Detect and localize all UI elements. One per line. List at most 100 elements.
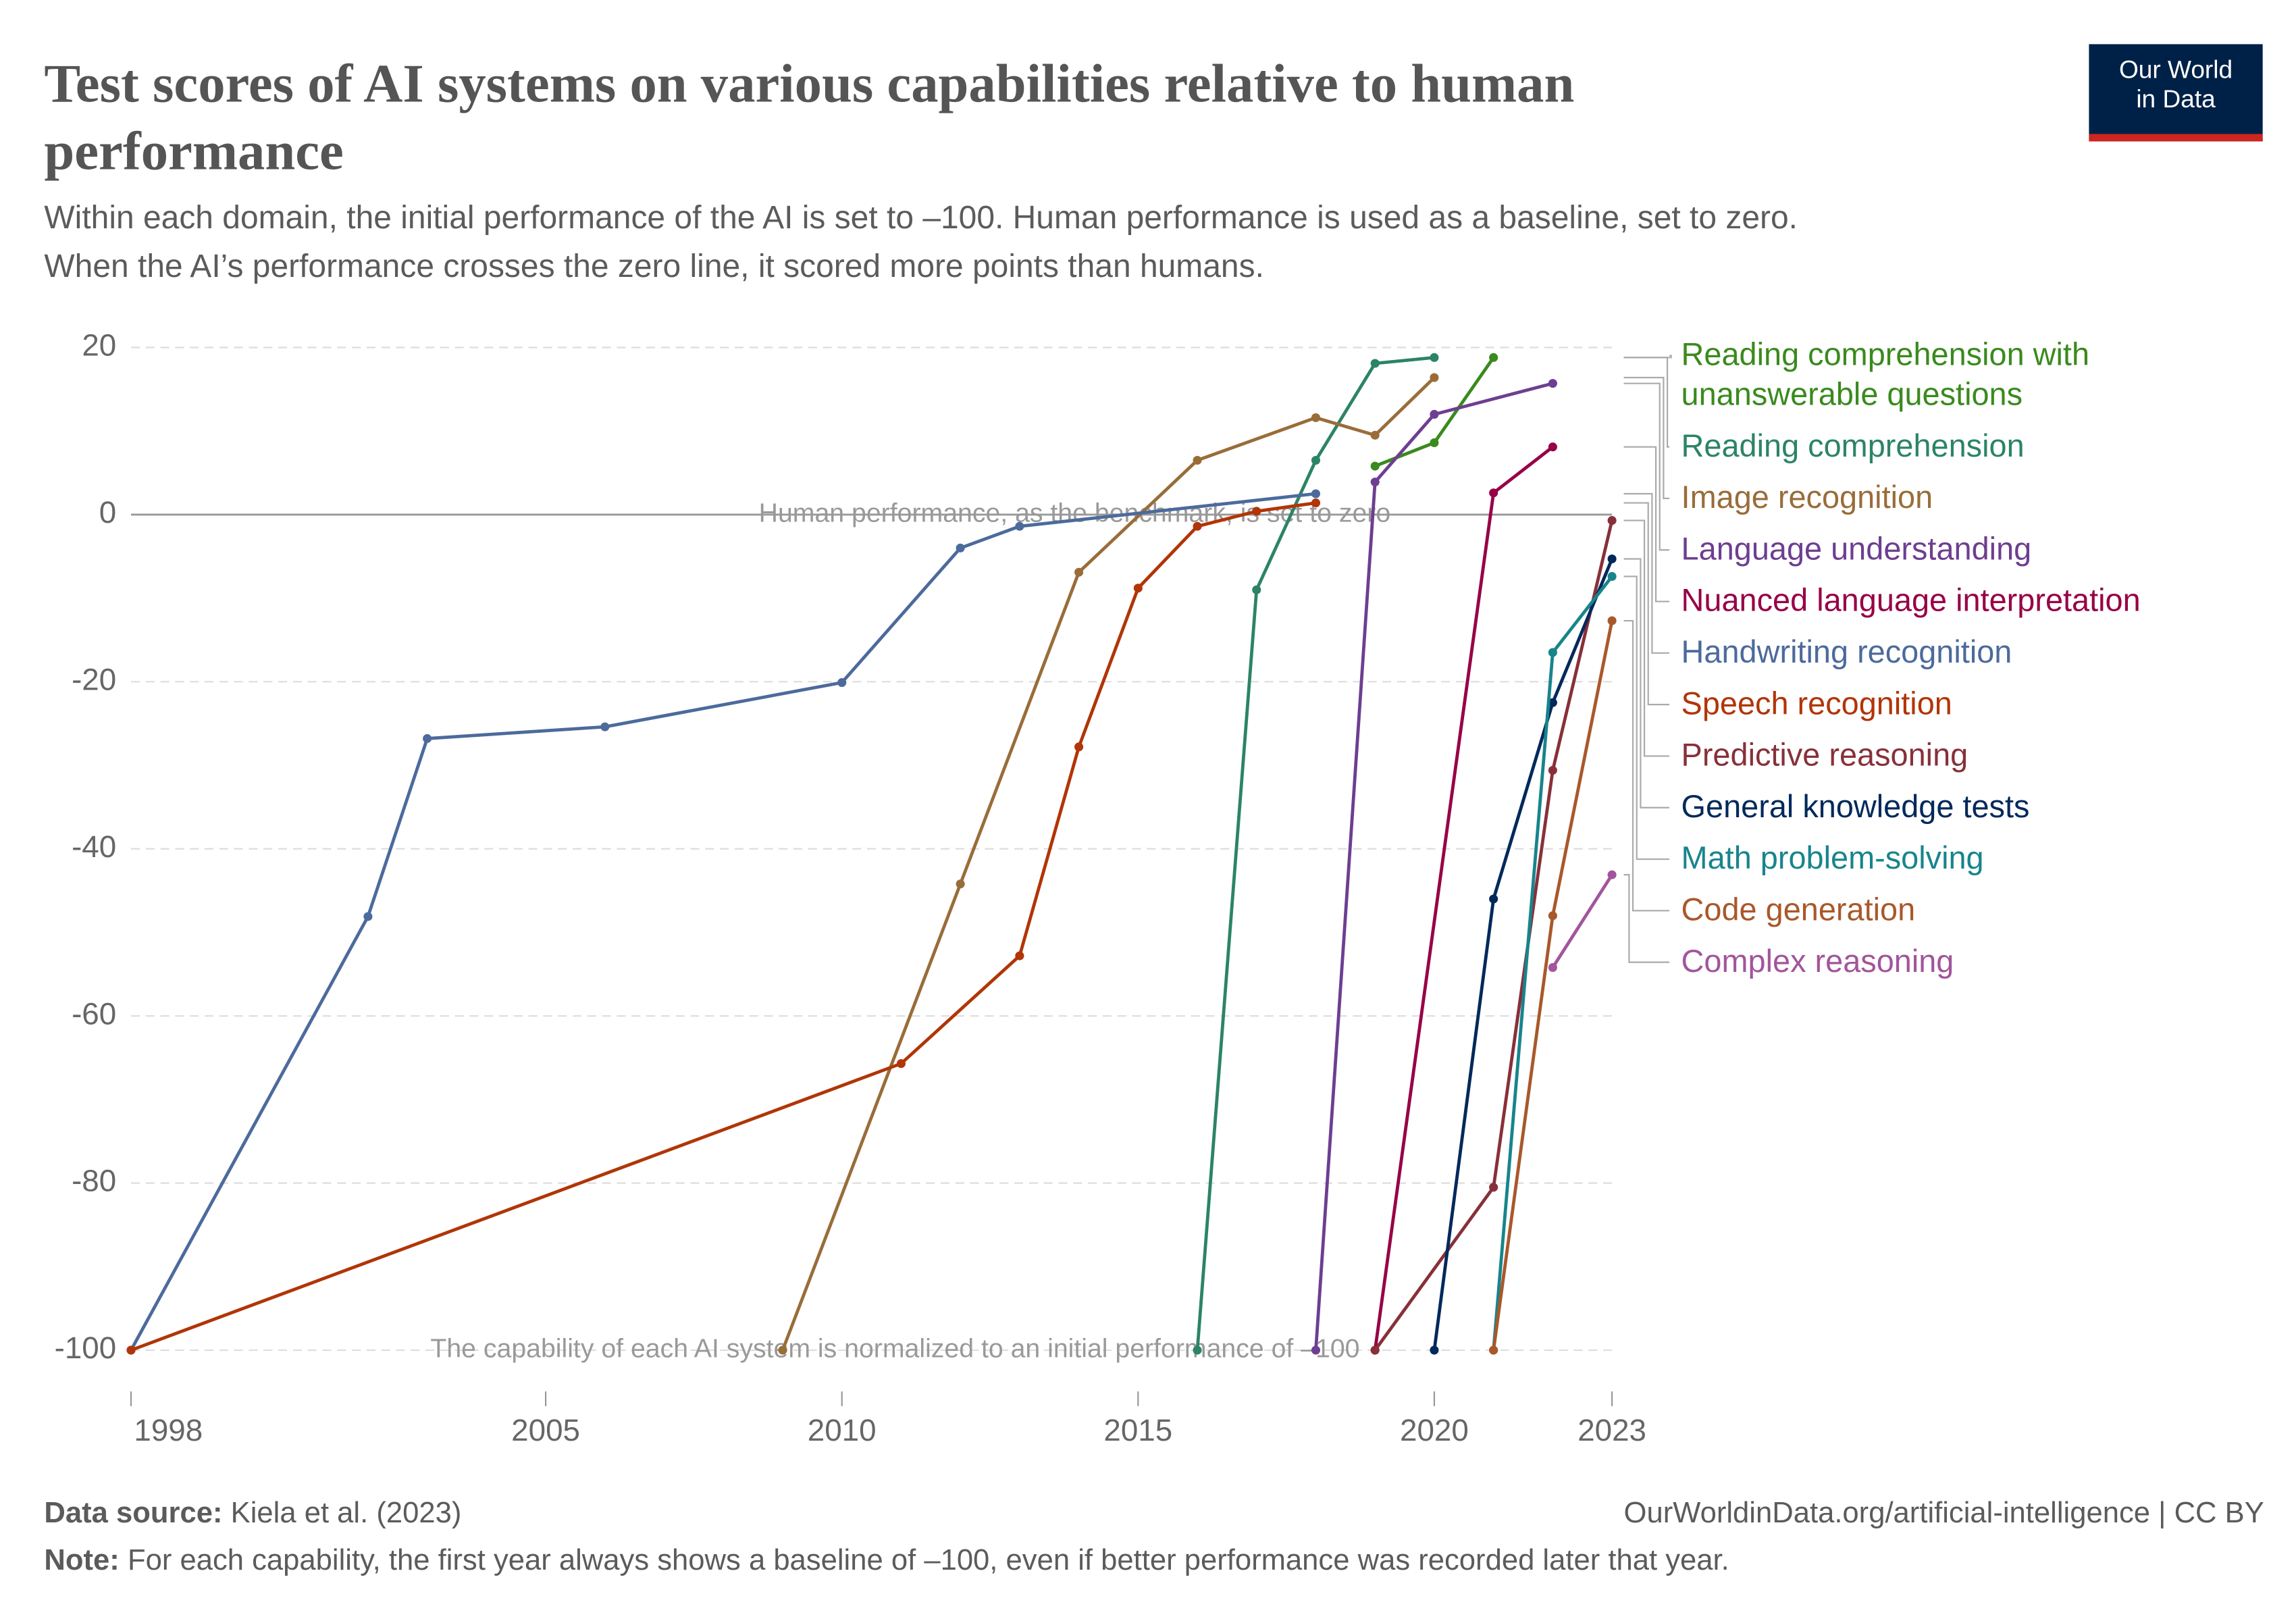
data-point (1015, 521, 1024, 531)
x-tick-label: 1998 (134, 1413, 203, 1447)
x-tick-label: 2015 (1103, 1413, 1172, 1447)
data-point (1607, 554, 1617, 564)
legend-item[interactable]: Reading comprehension with unanswerable … (1681, 337, 2090, 413)
source: Data source: Kiela et al. (2023) (44, 1497, 461, 1531)
subtitle: Within each domain, the initial performa… (44, 199, 1798, 236)
x-tick-label: 2010 (808, 1413, 877, 1447)
legend-item[interactable]: Math problem-solving (1681, 840, 1984, 877)
data-point (423, 734, 432, 744)
data-point (1015, 951, 1024, 960)
data-point (1430, 1345, 1439, 1355)
data-point (1607, 516, 1617, 525)
x-tick-label: 2005 (511, 1413, 580, 1447)
note-label: Note: (44, 1544, 120, 1577)
y-tick-label: 0 (99, 495, 116, 530)
data-point (1489, 353, 1498, 362)
legend-item[interactable]: Complex reasoning (1681, 944, 1954, 979)
series-line (130, 501, 1316, 1352)
series-line (1432, 558, 1614, 1351)
legend-item[interactable]: Reading comprehension (1681, 428, 2025, 464)
legend: Reading comprehension with unanswerable … (1681, 336, 2189, 994)
series-line (1551, 873, 1614, 969)
data-point (1311, 489, 1321, 498)
source-text: Kiela et al. (2023) (230, 1497, 462, 1530)
y-tick-label: -60 (72, 996, 116, 1031)
subtitle: When the AI’s performance crosses the ze… (44, 247, 1264, 284)
source-label: Data source: (44, 1497, 223, 1530)
data-point (1548, 648, 1557, 657)
logo[interactable]: Our World in Data (2089, 44, 2263, 142)
x-tick-label: 2023 (1577, 1413, 1646, 1447)
y-tick-label: -80 (72, 1164, 116, 1198)
data-point (1370, 478, 1380, 487)
legend-item[interactable]: Handwriting recognition (1681, 634, 2012, 670)
data-point (1311, 498, 1321, 508)
data-point (837, 678, 847, 688)
data-point (1252, 507, 1261, 516)
data-point (778, 1345, 787, 1355)
legend-item[interactable]: Predictive reasoning (1681, 738, 1968, 773)
data-point (1430, 373, 1439, 382)
y-tick-label: -20 (72, 662, 116, 696)
annotation: The capability of each AI system is norm… (430, 1333, 1359, 1363)
series-line (1373, 445, 1554, 1351)
legend-item[interactable]: Speech recognition (1681, 686, 1952, 722)
data-point (1370, 1345, 1380, 1355)
data-point (1607, 870, 1617, 879)
data-point (1489, 1345, 1498, 1355)
data-point (1370, 430, 1380, 440)
legend-item[interactable]: Nuanced language interpretation (1681, 583, 2141, 619)
x-tick-label: 2020 (1400, 1413, 1469, 1447)
data-point (1252, 585, 1261, 594)
data-point (896, 1059, 906, 1069)
data-point (1074, 567, 1084, 577)
legend-connector (1623, 558, 1670, 808)
data-point (1193, 1345, 1202, 1355)
legend-connector (1623, 492, 1670, 654)
annotation: Human performance, as the benchmark, is … (759, 498, 1391, 528)
legend-connector (1623, 575, 1670, 860)
data-point (1548, 911, 1557, 921)
note-text: For each capability, the first year alwa… (127, 1544, 1729, 1577)
series-line (1492, 620, 1614, 1351)
data-point (600, 722, 610, 731)
y-tick-label: -40 (72, 829, 116, 864)
y-tick-label: -100 (55, 1331, 117, 1365)
title: performance (44, 122, 344, 183)
legend-item[interactable]: Image recognition (1681, 480, 1933, 515)
legend-item[interactable]: General knowledge tests (1681, 789, 2030, 825)
legend-connector (1623, 382, 1670, 551)
data-point (1489, 488, 1498, 498)
legend-item[interactable]: Language understanding (1681, 531, 2032, 567)
data-point (1489, 1183, 1498, 1192)
series-line (129, 492, 1316, 1352)
data-point (1311, 1345, 1321, 1355)
data-point (1430, 438, 1439, 448)
data-point (1548, 442, 1557, 452)
data-point (1074, 742, 1084, 752)
data-point (363, 912, 373, 921)
data-point (1311, 455, 1321, 465)
data-point (126, 1345, 136, 1355)
data-point (1607, 571, 1617, 581)
data-point (1548, 698, 1557, 707)
legend-connector (1623, 874, 1670, 963)
data-point (1607, 616, 1617, 625)
data-point (1370, 461, 1380, 471)
data-point (1489, 894, 1498, 904)
data-point (1430, 353, 1439, 362)
legend-item[interactable]: Code generation (1681, 892, 1916, 928)
data-point (1430, 409, 1439, 419)
y-tick-label: 20 (82, 328, 116, 363)
logo-text: Our World (2118, 55, 2233, 84)
data-point (956, 543, 965, 552)
legend-connector (1623, 376, 1670, 500)
data-point (1193, 455, 1202, 465)
series-line (1374, 520, 1614, 1352)
url[interactable]: OurWorldinData.org/artificial-intelligen… (1623, 1497, 2264, 1530)
data-point (1193, 521, 1202, 531)
title: Test scores of AI systems on various cap… (44, 54, 1575, 115)
